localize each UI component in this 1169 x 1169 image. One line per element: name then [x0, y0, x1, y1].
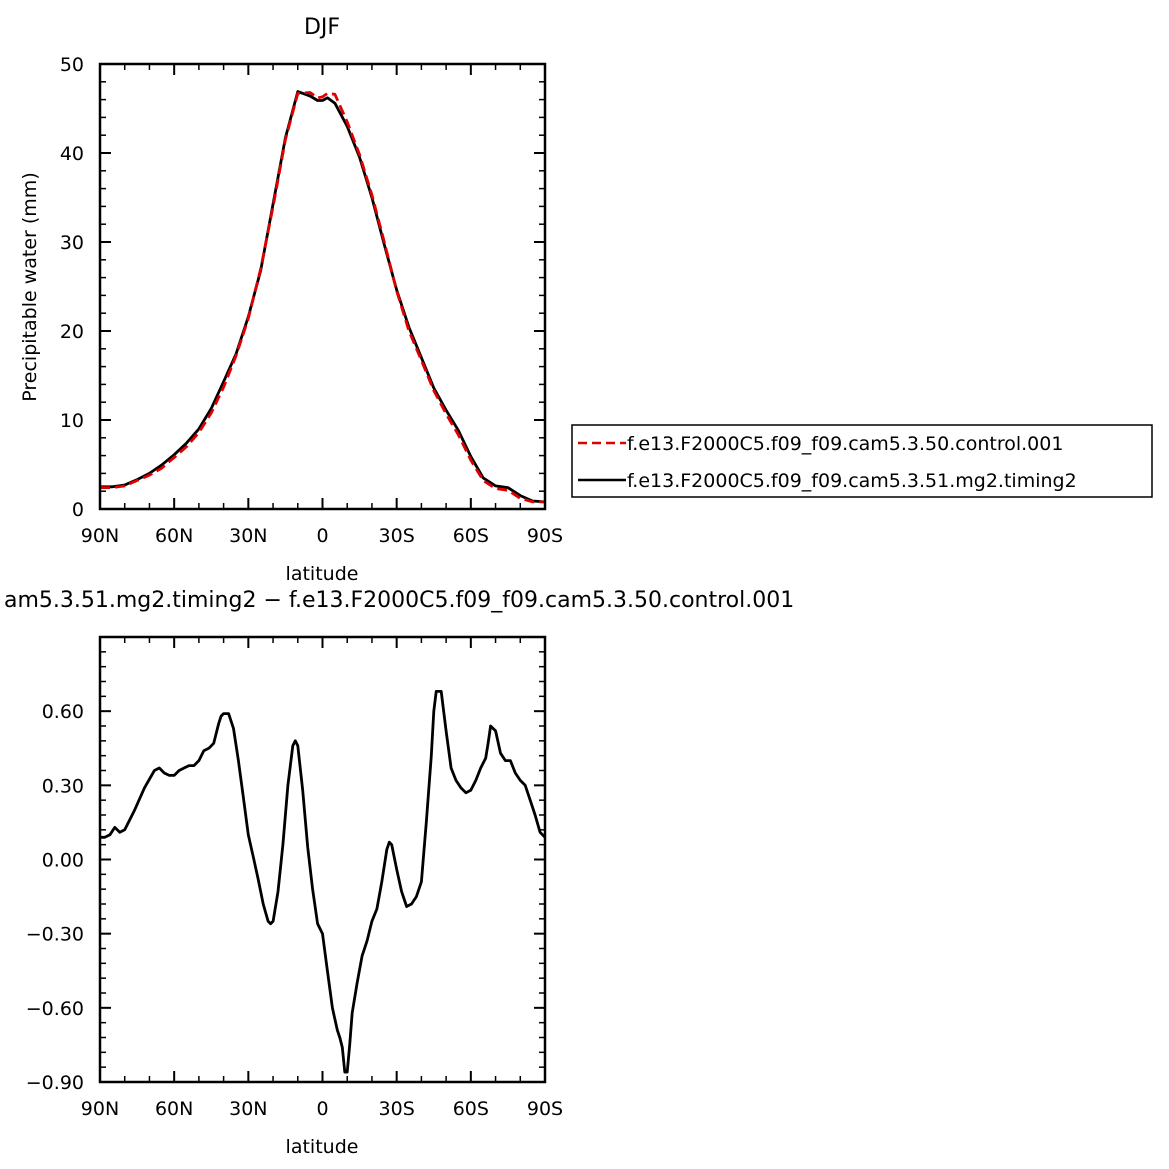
plot-frame [98, 635, 547, 1084]
plot-frame [98, 62, 547, 511]
x-tick-label: 60N [155, 1098, 193, 1120]
x-tick-label: 90S [527, 525, 563, 547]
y-tick-label: 0.30 [42, 775, 84, 797]
x-tick-label: 30S [379, 1098, 415, 1120]
x-axis-tick-labels: 90N 60N 30N 0 30S 60S 90S [81, 525, 563, 547]
series-line-control [100, 91, 545, 504]
x-tick-label: 0 [316, 1098, 328, 1120]
x-tick-label: 60N [155, 525, 193, 547]
x-tick-label: 30S [379, 525, 415, 547]
y-tick-label: −0.30 [26, 924, 84, 946]
series-line-timing2 [100, 90, 546, 504]
series-group [100, 90, 546, 504]
y-tick-label: 40 [60, 143, 84, 165]
chart-title: DJF [304, 15, 340, 40]
y-tick-label: 0.00 [42, 850, 84, 872]
x-axis-label: latitude [286, 1136, 359, 1158]
x-tick-label: 0 [316, 525, 328, 547]
axis-ticks [99, 637, 546, 1083]
legend-entry-timing2: f.e13.F2000C5.f09_f09.cam5.3.51.mg2.timi… [627, 470, 1077, 492]
x-tick-label: 30N [229, 1098, 267, 1120]
legend: f.e13.F2000C5.f09_f09.cam5.3.50.control.… [571, 424, 1153, 498]
series-group [100, 690, 546, 1074]
panel-precipitable-water: DJF 0 10 20 30 40 50 90N 60N 30N 0 30S 60S 90S lati… [19, 15, 1153, 585]
legend-entry-control: f.e13.F2000C5.f09_f09.cam5.3.50.control.… [627, 433, 1063, 455]
x-tick-label: 60S [453, 1098, 489, 1120]
x-tick-label: 90N [81, 525, 119, 547]
y-axis-tick-labels: 0 10 20 30 40 50 [60, 54, 84, 521]
y-axis-label: Precipitable water (mm) [19, 172, 41, 401]
panel-difference: am5.3.51.mg2.timing2 − f.e13.F2000C5.f09… [4, 588, 794, 1158]
y-tick-label: −0.90 [26, 1072, 84, 1094]
chart-title: am5.3.51.mg2.timing2 − f.e13.F2000C5.f09… [4, 588, 794, 613]
x-axis-tick-labels: 90N 60N 30N 0 30S 60S 90S [81, 1098, 563, 1120]
y-tick-label: 20 [60, 321, 84, 343]
y-tick-label: 0 [72, 499, 84, 521]
axis-ticks [99, 63, 546, 510]
x-tick-label: 60S [453, 525, 489, 547]
y-axis-tick-labels: −0.90 −0.60 −0.30 0.00 0.30 0.60 [26, 701, 84, 1094]
y-tick-label: 0.60 [42, 701, 84, 723]
x-axis-label: latitude [286, 563, 359, 585]
x-tick-label: 90N [81, 1098, 119, 1120]
x-tick-label: 90S [527, 1098, 563, 1120]
y-tick-label: 10 [60, 410, 84, 432]
x-tick-label: 30N [229, 525, 267, 547]
y-tick-label: 30 [60, 232, 84, 254]
legend-box [571, 424, 1153, 498]
series-line-timing2 [100, 690, 546, 1074]
y-tick-label: 50 [60, 54, 84, 76]
y-tick-label: −0.60 [26, 998, 84, 1020]
